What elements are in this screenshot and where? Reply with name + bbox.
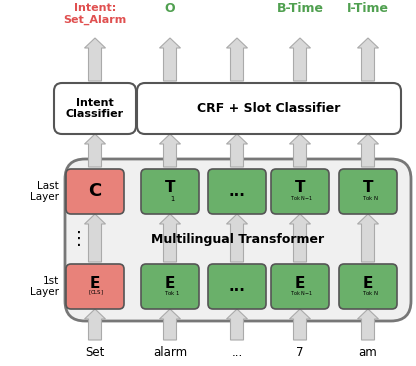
Polygon shape (84, 134, 106, 167)
Text: ...: ... (228, 184, 245, 199)
Text: $_{\mathsf{Tok\ 1}}$: $_{\mathsf{Tok\ 1}}$ (164, 289, 180, 298)
Text: alarm: alarm (153, 346, 187, 359)
Text: ⋮: ⋮ (70, 230, 88, 248)
Text: $_{\mathsf{Tok\ N}}$: $_{\mathsf{Tok\ N}}$ (362, 289, 379, 298)
FancyBboxPatch shape (141, 264, 199, 309)
Text: Intent
Classifier: Intent Classifier (66, 98, 124, 119)
Polygon shape (290, 309, 310, 340)
Text: $\mathbf{E}$: $\mathbf{E}$ (89, 274, 101, 291)
Text: am: am (359, 346, 377, 359)
Polygon shape (159, 38, 181, 81)
Text: ...: ... (231, 346, 243, 359)
Polygon shape (290, 38, 310, 81)
Text: $_{\mathsf{Tok\ N\!-\!1}}$: $_{\mathsf{Tok\ N\!-\!1}}$ (290, 194, 314, 203)
Text: 1st
Layer: 1st Layer (30, 276, 59, 297)
Polygon shape (226, 38, 248, 81)
Text: $_{\mathsf{Tok\ N\!-\!1}}$: $_{\mathsf{Tok\ N\!-\!1}}$ (290, 289, 314, 298)
Text: CRF + Slot Classifier: CRF + Slot Classifier (197, 102, 341, 115)
FancyBboxPatch shape (271, 169, 329, 214)
Polygon shape (159, 214, 181, 262)
Polygon shape (226, 214, 248, 262)
Polygon shape (226, 134, 248, 167)
Polygon shape (357, 214, 379, 262)
Polygon shape (357, 134, 379, 167)
FancyBboxPatch shape (339, 169, 397, 214)
Text: I-Time: I-Time (347, 1, 389, 15)
Text: $_{\mathsf{[CLS]}}$: $_{\mathsf{[CLS]}}$ (88, 289, 104, 298)
Text: Set: Set (85, 346, 105, 359)
FancyBboxPatch shape (339, 264, 397, 309)
FancyBboxPatch shape (66, 169, 124, 214)
FancyBboxPatch shape (271, 264, 329, 309)
Polygon shape (84, 38, 106, 81)
Text: $\mathbf{T}$: $\mathbf{T}$ (164, 179, 176, 195)
Polygon shape (357, 38, 379, 81)
Text: $\mathbf{E}$: $\mathbf{E}$ (164, 274, 176, 291)
Polygon shape (159, 134, 181, 167)
Text: O: O (165, 1, 175, 15)
Text: $_{\mathsf{Tok\ N}}$: $_{\mathsf{Tok\ N}}$ (362, 194, 379, 203)
FancyBboxPatch shape (208, 264, 266, 309)
Text: $_{\mathsf{1}}$: $_{\mathsf{1}}$ (170, 194, 176, 203)
FancyBboxPatch shape (208, 169, 266, 214)
Text: $\mathbf{T}$: $\mathbf{T}$ (294, 179, 306, 195)
FancyBboxPatch shape (137, 83, 401, 134)
Text: Intent:
Set_Alarm: Intent: Set_Alarm (63, 3, 126, 25)
Polygon shape (84, 214, 106, 262)
Text: ...: ... (228, 279, 245, 294)
FancyBboxPatch shape (141, 169, 199, 214)
Text: $\mathbf{E}$: $\mathbf{E}$ (362, 274, 374, 291)
Text: B-Time: B-Time (277, 1, 324, 15)
Text: Last
Layer: Last Layer (30, 181, 59, 202)
Polygon shape (84, 309, 106, 340)
Text: 7: 7 (296, 346, 304, 359)
FancyBboxPatch shape (66, 264, 124, 309)
Text: $\mathbf{T}$: $\mathbf{T}$ (362, 179, 374, 195)
Text: Multilingual Transformer: Multilingual Transformer (151, 232, 324, 246)
FancyBboxPatch shape (65, 159, 411, 321)
Text: $\mathbf{E}$: $\mathbf{E}$ (295, 274, 306, 291)
Polygon shape (290, 214, 310, 262)
Polygon shape (357, 309, 379, 340)
Polygon shape (226, 309, 248, 340)
FancyBboxPatch shape (54, 83, 136, 134)
Polygon shape (290, 134, 310, 167)
Text: $\mathbf{C}$: $\mathbf{C}$ (88, 183, 102, 201)
Polygon shape (159, 309, 181, 340)
